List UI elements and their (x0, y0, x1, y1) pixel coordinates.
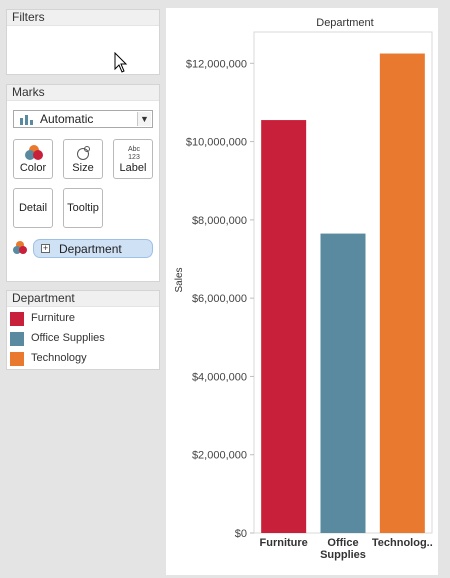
color-legend: Department Furniture Office Supplies Tec… (6, 290, 160, 370)
label-icon-123: 123 (128, 154, 140, 161)
x-category-label: Technolog.. (372, 537, 433, 549)
tooltip-button-label: Tooltip (67, 202, 99, 214)
legend-title: Department (7, 291, 159, 307)
label-icon: Abc 123 (128, 146, 141, 161)
legend-swatch (10, 332, 24, 346)
pill-label: Department (59, 242, 122, 256)
expand-plus-icon[interactable]: + (41, 243, 50, 253)
mark-type-label: Automatic (40, 112, 94, 126)
legend-label: Technology (31, 352, 87, 364)
legend-label: Furniture (31, 312, 76, 324)
detail-button[interactable]: Detail (13, 188, 53, 228)
tooltip-button[interactable]: Tooltip (63, 188, 103, 228)
marks-title: Marks (7, 85, 159, 101)
filters-shelf[interactable]: Filters (6, 9, 160, 75)
bar-furniture[interactable] (261, 120, 307, 533)
color-button-label: Color (19, 162, 47, 174)
legend-swatch (10, 312, 24, 326)
marks-card: Marks Automatic ▼ Color Size Abc 123 Lab… (6, 84, 160, 282)
x-category-label: Supplies (320, 549, 366, 561)
y-tick-label: $4,000,000 (192, 371, 247, 383)
x-category-label: Furniture (260, 537, 308, 549)
size-button-label: Size (72, 162, 94, 174)
chart-title: Department (316, 17, 373, 29)
label-button[interactable]: Abc 123 Label (113, 139, 153, 179)
bar-chart-icon (20, 115, 33, 125)
color-icon (25, 145, 43, 160)
y-tick-label: $2,000,000 (192, 450, 247, 462)
mark-type-dropdown[interactable]: Automatic ▼ (13, 110, 153, 128)
department-color-pill[interactable]: + Department (33, 239, 153, 258)
y-tick-label: $10,000,000 (186, 137, 247, 149)
size-icon (77, 146, 90, 160)
y-axis-title: Sales (174, 267, 185, 292)
chevron-down-icon[interactable]: ▼ (137, 112, 151, 126)
bar-office-supplies[interactable] (320, 233, 366, 533)
color-button[interactable]: Color (13, 139, 53, 179)
legend-label: Office Supplies (31, 332, 105, 344)
y-tick-label: $6,000,000 (192, 293, 247, 305)
y-tick-label: $8,000,000 (192, 215, 247, 227)
y-tick-label: $12,000,000 (186, 58, 247, 70)
size-button[interactable]: Size (63, 139, 103, 179)
color-encoding-icon (13, 241, 27, 254)
detail-button-label: Detail (18, 202, 48, 214)
bar-technology[interactable] (379, 53, 425, 533)
legend-swatch (10, 352, 24, 366)
x-category-label: Office (327, 537, 358, 549)
chart-view: Department Sales $0 $2,000,000 $4,000,000 $… (166, 8, 438, 575)
mouse-cursor-icon (114, 52, 128, 73)
y-tick-label: $0 (235, 528, 247, 540)
bar-chart: Department Sales $0 $2,000,000 $4,000,000 $… (174, 17, 433, 561)
label-button-label: Label (119, 162, 147, 174)
filters-title: Filters (7, 10, 159, 26)
label-icon-abc: Abc (128, 146, 141, 153)
